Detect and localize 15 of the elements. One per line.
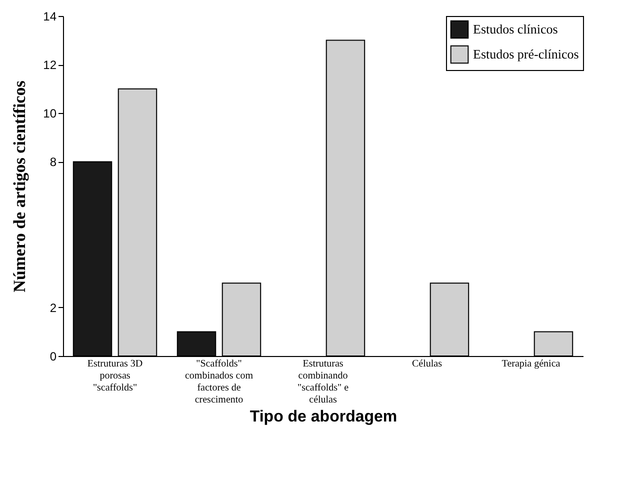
y-tick-label: 2 xyxy=(50,300,57,315)
legend-label: Estudos pré-clínicos xyxy=(473,46,579,62)
x-tick-label: "Scaffolds" combinados com factores de crescimento xyxy=(184,358,254,406)
y-tick-label: 10 xyxy=(43,106,57,121)
y-tick-label: 14 xyxy=(43,10,57,24)
x-tick-label: Terapia génica xyxy=(502,358,561,370)
y-tick-label: 8 xyxy=(50,155,57,170)
y-tick-label: 0 xyxy=(50,350,57,364)
x-tick-label: Estruturas combinando "scaffolds" e células xyxy=(297,358,350,406)
legend-label: Estudos clínicos xyxy=(473,22,558,36)
x-tick-label: Estruturas 3D porosas "scaffolds" xyxy=(87,358,143,394)
y-tick-label: 12 xyxy=(43,58,57,72)
x-tick-label: Células xyxy=(412,358,442,370)
y-axis-title: Número de artigos científicos xyxy=(10,80,30,292)
x-axis-title: Tipo de abordagem xyxy=(250,408,398,426)
